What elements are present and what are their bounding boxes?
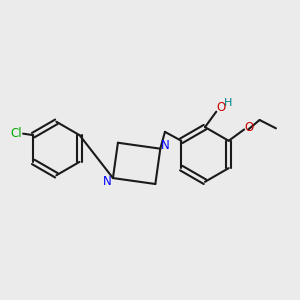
Text: N: N — [161, 139, 170, 152]
Text: N: N — [103, 175, 112, 188]
Text: O: O — [216, 101, 226, 114]
Text: Cl: Cl — [11, 127, 22, 140]
Text: O: O — [245, 121, 254, 134]
Text: H: H — [224, 98, 232, 108]
